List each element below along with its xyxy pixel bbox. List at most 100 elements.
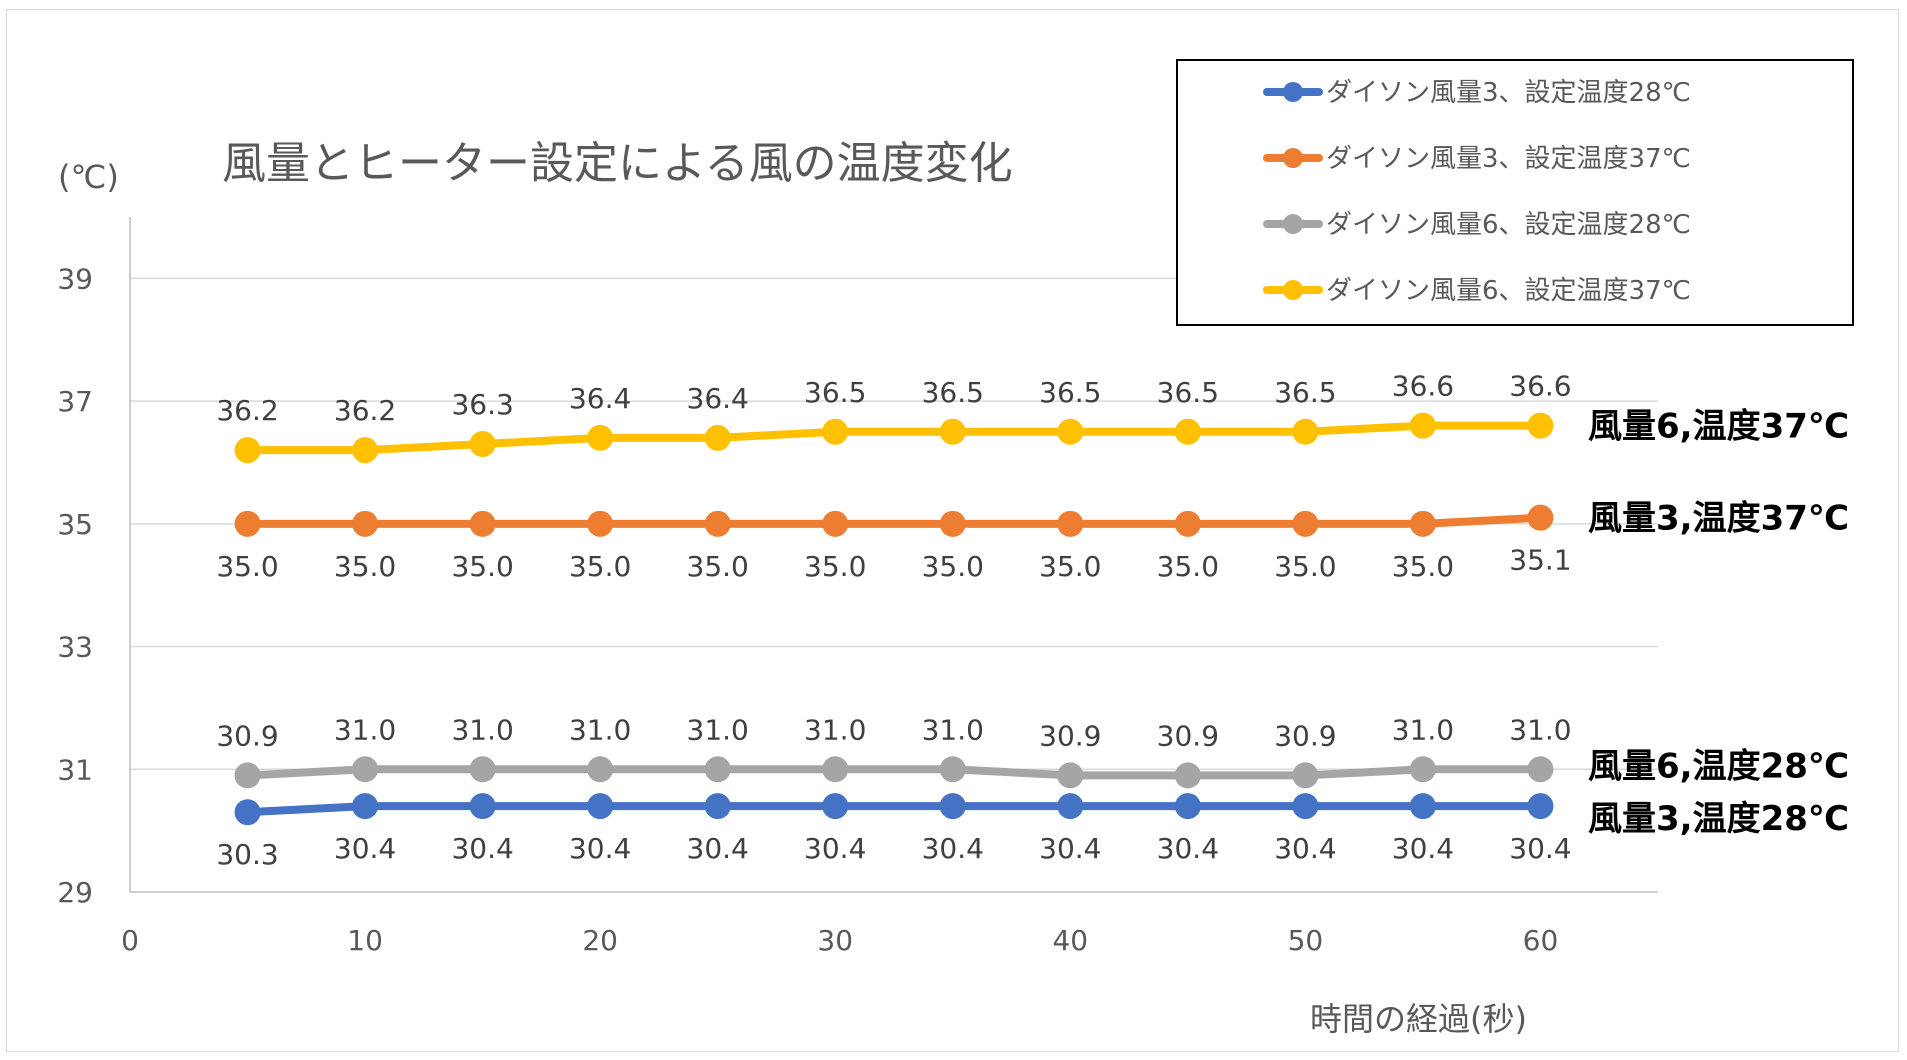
data-label: 31.0 bbox=[687, 713, 749, 746]
data-label: 36.5 bbox=[1157, 376, 1219, 409]
data-label: 36.5 bbox=[1039, 376, 1101, 409]
data-labels: 30.3 30.4 30.4 30.4 30.4 30.4 30.4 30.4 30.4 30.4… bbox=[216, 370, 1571, 872]
data-point bbox=[234, 762, 261, 789]
legend-swatch-marker bbox=[1283, 148, 1303, 168]
data-point bbox=[822, 793, 849, 820]
legend-label: ダイソン風量3、設定温度37℃ bbox=[1326, 144, 1691, 174]
data-point bbox=[234, 799, 261, 826]
data-label: 35.0 bbox=[922, 550, 984, 583]
data-label: 31.0 bbox=[569, 713, 631, 746]
data-point bbox=[822, 756, 849, 783]
data-point bbox=[704, 424, 731, 451]
data-label: 35.0 bbox=[804, 550, 866, 583]
data-point bbox=[704, 510, 731, 537]
data-point bbox=[1057, 762, 1084, 789]
data-label: 30.9 bbox=[1157, 719, 1219, 752]
y-tick-label: 33 bbox=[57, 631, 93, 664]
data-label: 30.4 bbox=[451, 832, 513, 865]
data-label: 30.4 bbox=[687, 832, 749, 865]
legend-label: ダイソン風量6、設定温度37℃ bbox=[1326, 276, 1691, 306]
x-tick-label: 10 bbox=[347, 924, 383, 957]
x-tick-label: 60 bbox=[1523, 924, 1559, 957]
y-tick-label: 39 bbox=[57, 262, 93, 295]
legend-item: ダイソン風量3、設定温度37℃ bbox=[1263, 144, 1691, 174]
y-axis-ticks: 29 31 33 35 37 39 bbox=[57, 262, 93, 909]
data-label: 36.6 bbox=[1392, 370, 1454, 403]
legend-swatch-marker bbox=[1283, 214, 1303, 234]
data-label: 30.4 bbox=[804, 832, 866, 865]
series-annotations: 風量3,温度28℃ 風量3,温度37℃ 風量6,温度28℃ 風量6,温度37℃ bbox=[1588, 407, 1849, 839]
data-label: 30.9 bbox=[1039, 719, 1101, 752]
data-label: 36.4 bbox=[569, 382, 631, 415]
data-point bbox=[939, 510, 966, 537]
legend-label: ダイソン風量3、設定温度28℃ bbox=[1326, 78, 1691, 108]
data-point bbox=[587, 510, 614, 537]
y-tick-label: 37 bbox=[57, 385, 93, 418]
data-label: 36.6 bbox=[1509, 370, 1571, 403]
data-label: 30.9 bbox=[216, 719, 278, 752]
data-label: 35.0 bbox=[569, 550, 631, 583]
data-label: 30.4 bbox=[1392, 832, 1454, 865]
data-point bbox=[352, 756, 379, 783]
series-annotation: 風量6,温度28℃ bbox=[1588, 746, 1849, 786]
legend: ダイソン風量3、設定温度28℃ ダイソン風量3、設定温度37℃ ダイソン風量6、設定… bbox=[1176, 59, 1854, 326]
legend-swatch-marker bbox=[1283, 280, 1303, 300]
series-3 bbox=[234, 756, 1554, 789]
data-point bbox=[469, 431, 496, 458]
data-label: 35.0 bbox=[216, 550, 278, 583]
y-tick-label: 29 bbox=[57, 876, 93, 909]
data-label: 30.4 bbox=[1157, 832, 1219, 865]
data-label: 35.1 bbox=[1509, 544, 1571, 577]
x-tick-label: 20 bbox=[582, 924, 618, 957]
data-label: 36.2 bbox=[334, 394, 396, 427]
data-label: 35.0 bbox=[1157, 550, 1219, 583]
chart-title: 風量とヒーター設定による風の温度変化 bbox=[222, 138, 1013, 189]
data-point bbox=[1527, 756, 1554, 783]
data-label: 35.0 bbox=[687, 550, 749, 583]
series-group bbox=[234, 412, 1554, 826]
data-label: 31.0 bbox=[1392, 713, 1454, 746]
data-point bbox=[1174, 418, 1201, 445]
data-point bbox=[352, 510, 379, 537]
data-point bbox=[234, 510, 261, 537]
series-4 bbox=[234, 412, 1554, 464]
data-point bbox=[1292, 793, 1319, 820]
data-label: 30.3 bbox=[216, 838, 278, 871]
data-point bbox=[1057, 793, 1084, 820]
x-tick-label: 30 bbox=[817, 924, 853, 957]
data-point bbox=[1409, 412, 1436, 439]
legend-item: ダイソン風量6、設定温度28℃ bbox=[1263, 210, 1691, 240]
data-point bbox=[587, 793, 614, 820]
data-label: 30.4 bbox=[1039, 832, 1101, 865]
data-point bbox=[587, 756, 614, 783]
legend-label: ダイソン風量6、設定温度28℃ bbox=[1326, 210, 1691, 240]
data-label: 36.3 bbox=[451, 388, 513, 421]
data-label: 30.4 bbox=[569, 832, 631, 865]
legend-item: ダイソン風量6、設定温度37℃ bbox=[1263, 276, 1691, 306]
data-point bbox=[352, 793, 379, 820]
data-point bbox=[1292, 418, 1319, 445]
data-point bbox=[822, 510, 849, 537]
data-label: 36.5 bbox=[1274, 376, 1336, 409]
y-axis-unit: (℃) bbox=[58, 158, 119, 196]
data-label: 31.0 bbox=[1509, 713, 1571, 746]
data-label: 36.2 bbox=[216, 394, 278, 427]
series-line bbox=[243, 765, 1545, 780]
data-point bbox=[939, 756, 966, 783]
data-label: 36.5 bbox=[804, 376, 866, 409]
y-tick-label: 31 bbox=[57, 753, 93, 786]
data-label: 36.4 bbox=[687, 382, 749, 415]
data-label: 35.0 bbox=[1039, 550, 1101, 583]
series-line bbox=[243, 513, 1545, 528]
data-label: 35.0 bbox=[1274, 550, 1336, 583]
data-label: 36.5 bbox=[922, 376, 984, 409]
y-tick-label: 35 bbox=[57, 508, 93, 541]
data-point bbox=[1527, 793, 1554, 820]
legend-swatch-marker bbox=[1283, 82, 1303, 102]
data-label: 31.0 bbox=[922, 713, 984, 746]
data-point bbox=[469, 510, 496, 537]
data-point bbox=[1174, 510, 1201, 537]
x-axis-title: 時間の経過(秒) bbox=[1310, 1000, 1527, 1038]
x-tick-label: 40 bbox=[1052, 924, 1088, 957]
series-annotation: 風量6,温度37℃ bbox=[1588, 407, 1849, 447]
